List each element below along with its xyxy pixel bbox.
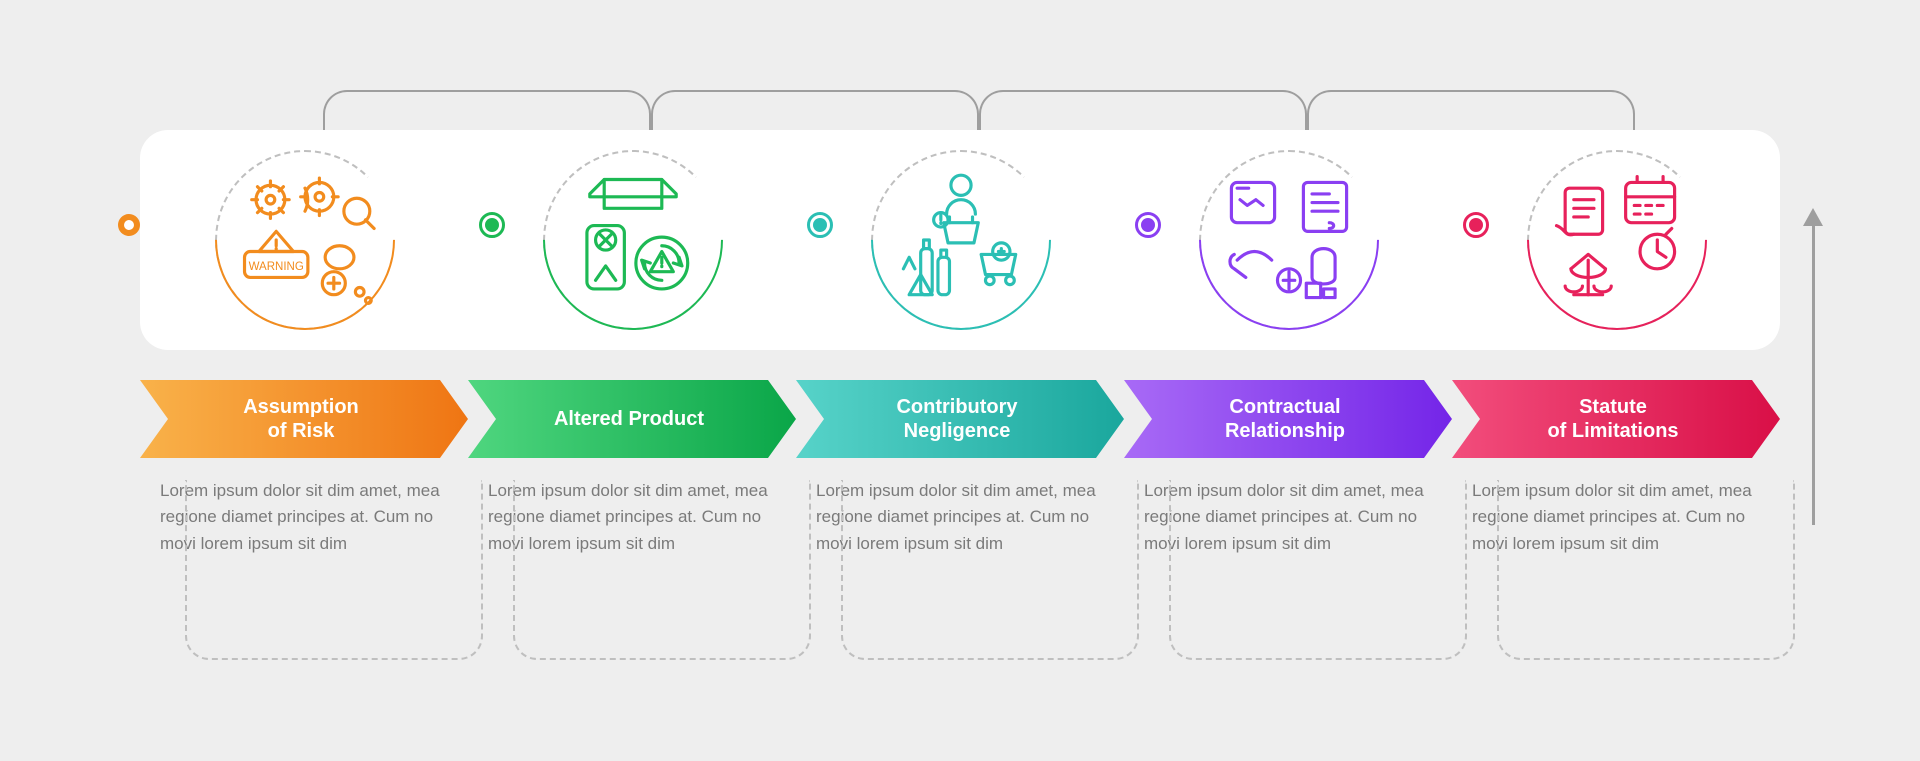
connector-tail xyxy=(1169,480,1467,660)
connector-tail xyxy=(1497,480,1795,660)
contractual-relationship-icon xyxy=(1217,168,1361,312)
step-icon-altered-product xyxy=(543,150,723,330)
infographic-stage: WARNING xyxy=(115,90,1805,670)
step-label-assumption-of-risk: Assumptionof Risk xyxy=(140,380,468,458)
step-label-contractual-relationship: ContractualRelationship xyxy=(1124,380,1452,458)
contributory-negligence-icon xyxy=(889,168,1033,312)
timeline-node-statute-of-limitations xyxy=(1463,212,1489,238)
step-label-statute-of-limitations: Statuteof Limitations xyxy=(1452,380,1780,458)
timeline-end-arrow xyxy=(1803,208,1823,226)
timeline-node-contractual-relationship xyxy=(1135,212,1161,238)
connector-tail xyxy=(513,480,811,660)
step-icon-contractual-relationship xyxy=(1199,150,1379,330)
step-label-text: ContributoryNegligence xyxy=(896,395,1017,443)
arrow-row: Assumptionof Risk Altered Product Contribu… xyxy=(140,380,1780,458)
step-label-text: Statuteof Limitations xyxy=(1547,395,1678,443)
step-icon-statute-of-limitations xyxy=(1527,150,1707,330)
statute-of-limitations-icon xyxy=(1545,168,1689,312)
timeline-node-contributory-negligence xyxy=(807,212,833,238)
step-icon-contributory-negligence xyxy=(871,150,1051,330)
connector-tail xyxy=(185,480,483,660)
icon-band: WARNING xyxy=(140,130,1780,350)
connector-tail xyxy=(841,480,1139,660)
timeline-end-stem xyxy=(1812,225,1815,525)
altered-product-icon xyxy=(561,168,705,312)
step-label-text: ContractualRelationship xyxy=(1225,395,1345,443)
timeline-start-dot xyxy=(118,214,140,236)
timeline-node-altered-product xyxy=(479,212,505,238)
svg-text:WARNING: WARNING xyxy=(249,261,304,273)
assumption-of-risk-icon: WARNING xyxy=(233,168,377,312)
step-label-text: Altered Product xyxy=(554,407,704,431)
step-icon-assumption-of-risk: WARNING xyxy=(215,150,395,330)
step-label-text: Assumptionof Risk xyxy=(243,395,359,443)
step-label-altered-product: Altered Product xyxy=(468,380,796,458)
step-label-contributory-negligence: ContributoryNegligence xyxy=(796,380,1124,458)
